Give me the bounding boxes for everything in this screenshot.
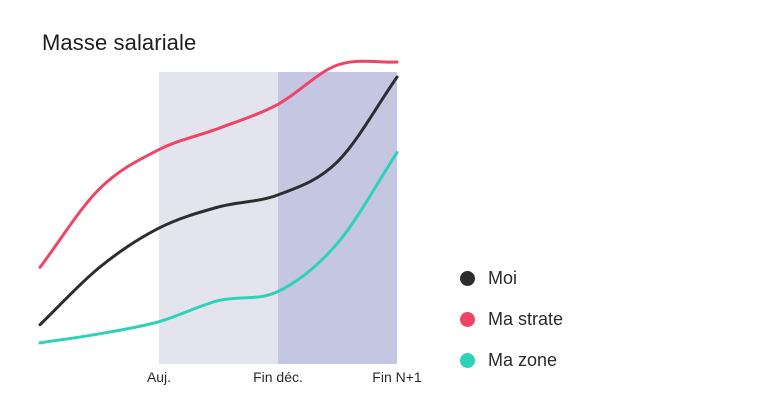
x-tick-label: Fin déc.: [253, 369, 303, 385]
legend-label: Moi: [488, 268, 518, 288]
legend-item-moi[interactable]: Moi: [460, 258, 563, 299]
chart-legend: Moi Ma strate Ma zone: [460, 258, 563, 381]
chart-title: Masse salariale: [42, 30, 197, 55]
series-line-ma-zone: [38, 151, 399, 345]
shaded-period-1: [278, 72, 397, 364]
series-line-moi: [38, 75, 399, 327]
series-line-ma-strate: [38, 59, 399, 269]
legend-item-ma-strate[interactable]: Ma strate: [460, 299, 563, 340]
x-tick-label: Fin N+1: [372, 369, 422, 385]
legend-dot-icon: [460, 271, 475, 286]
legend-dot-icon: [460, 312, 475, 327]
legend-label: Ma zone: [488, 350, 558, 370]
shaded-period-0: [159, 72, 278, 364]
legend-dot-icon: [460, 353, 475, 368]
legend-label: Ma strate: [488, 309, 564, 329]
legend-item-ma-zone[interactable]: Ma zone: [460, 340, 563, 381]
x-tick-label: Auj.: [147, 369, 171, 385]
